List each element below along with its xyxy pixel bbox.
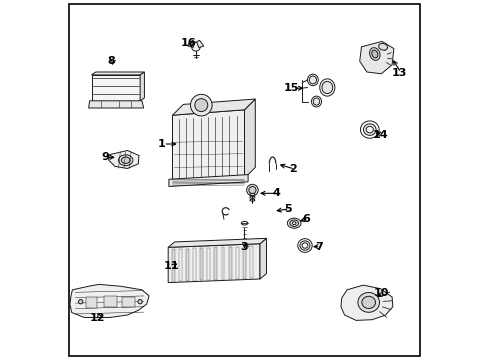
Text: 7: 7 — [314, 242, 322, 252]
Ellipse shape — [249, 199, 254, 201]
Polygon shape — [228, 247, 231, 279]
Polygon shape — [235, 247, 238, 279]
Polygon shape — [196, 40, 203, 48]
Ellipse shape — [361, 296, 375, 309]
Polygon shape — [185, 248, 188, 281]
Polygon shape — [340, 285, 392, 320]
Circle shape — [248, 186, 256, 194]
Polygon shape — [207, 248, 210, 280]
Polygon shape — [249, 246, 252, 278]
Polygon shape — [168, 238, 266, 247]
Circle shape — [191, 42, 200, 51]
Ellipse shape — [309, 76, 316, 84]
Circle shape — [79, 300, 82, 304]
Text: 12: 12 — [90, 312, 105, 323]
Ellipse shape — [357, 292, 379, 312]
Text: 16: 16 — [181, 38, 196, 48]
Polygon shape — [168, 175, 247, 186]
Ellipse shape — [287, 218, 301, 228]
Text: 1: 1 — [158, 139, 165, 149]
Text: 4: 4 — [272, 188, 280, 198]
Polygon shape — [260, 238, 266, 279]
Text: 2: 2 — [288, 164, 296, 174]
Polygon shape — [86, 297, 97, 308]
Text: 15: 15 — [283, 83, 298, 93]
Polygon shape — [104, 296, 117, 307]
Circle shape — [190, 94, 212, 116]
Polygon shape — [108, 150, 139, 168]
Ellipse shape — [299, 241, 309, 250]
Polygon shape — [172, 99, 255, 115]
Ellipse shape — [311, 96, 321, 107]
Circle shape — [138, 300, 142, 304]
Text: 6: 6 — [302, 213, 310, 224]
Polygon shape — [193, 248, 196, 281]
Ellipse shape — [321, 81, 332, 94]
Polygon shape — [221, 247, 224, 279]
Text: 11: 11 — [163, 261, 179, 271]
Text: 13: 13 — [391, 68, 406, 78]
Polygon shape — [359, 41, 393, 74]
Ellipse shape — [319, 79, 334, 96]
Ellipse shape — [289, 220, 298, 226]
Ellipse shape — [366, 126, 373, 133]
Polygon shape — [168, 244, 260, 283]
Polygon shape — [243, 244, 245, 248]
Polygon shape — [91, 75, 140, 101]
Circle shape — [246, 184, 258, 196]
Ellipse shape — [360, 121, 378, 138]
Ellipse shape — [241, 221, 247, 225]
Ellipse shape — [313, 98, 319, 105]
Text: 14: 14 — [372, 130, 387, 140]
Polygon shape — [171, 249, 174, 282]
Ellipse shape — [369, 48, 379, 60]
Polygon shape — [243, 246, 245, 279]
Polygon shape — [187, 40, 195, 48]
Ellipse shape — [249, 196, 254, 198]
Text: 9: 9 — [101, 152, 108, 162]
Polygon shape — [200, 248, 203, 280]
Polygon shape — [88, 101, 143, 108]
Text: 10: 10 — [373, 288, 388, 298]
Polygon shape — [70, 284, 149, 318]
Ellipse shape — [363, 124, 375, 135]
Polygon shape — [91, 72, 144, 75]
Ellipse shape — [378, 44, 386, 50]
Ellipse shape — [249, 193, 254, 195]
Polygon shape — [172, 110, 244, 184]
Polygon shape — [179, 249, 182, 281]
Ellipse shape — [292, 222, 295, 225]
Text: 5: 5 — [284, 204, 291, 214]
Ellipse shape — [121, 157, 130, 163]
Ellipse shape — [307, 74, 318, 86]
Polygon shape — [140, 72, 144, 101]
Ellipse shape — [371, 50, 377, 58]
Text: 3: 3 — [240, 242, 248, 252]
Ellipse shape — [297, 239, 311, 252]
Polygon shape — [244, 99, 255, 178]
Circle shape — [194, 99, 207, 112]
Ellipse shape — [118, 155, 133, 166]
Text: 8: 8 — [107, 56, 115, 66]
Polygon shape — [214, 247, 217, 280]
Ellipse shape — [302, 243, 307, 248]
Polygon shape — [122, 297, 134, 307]
